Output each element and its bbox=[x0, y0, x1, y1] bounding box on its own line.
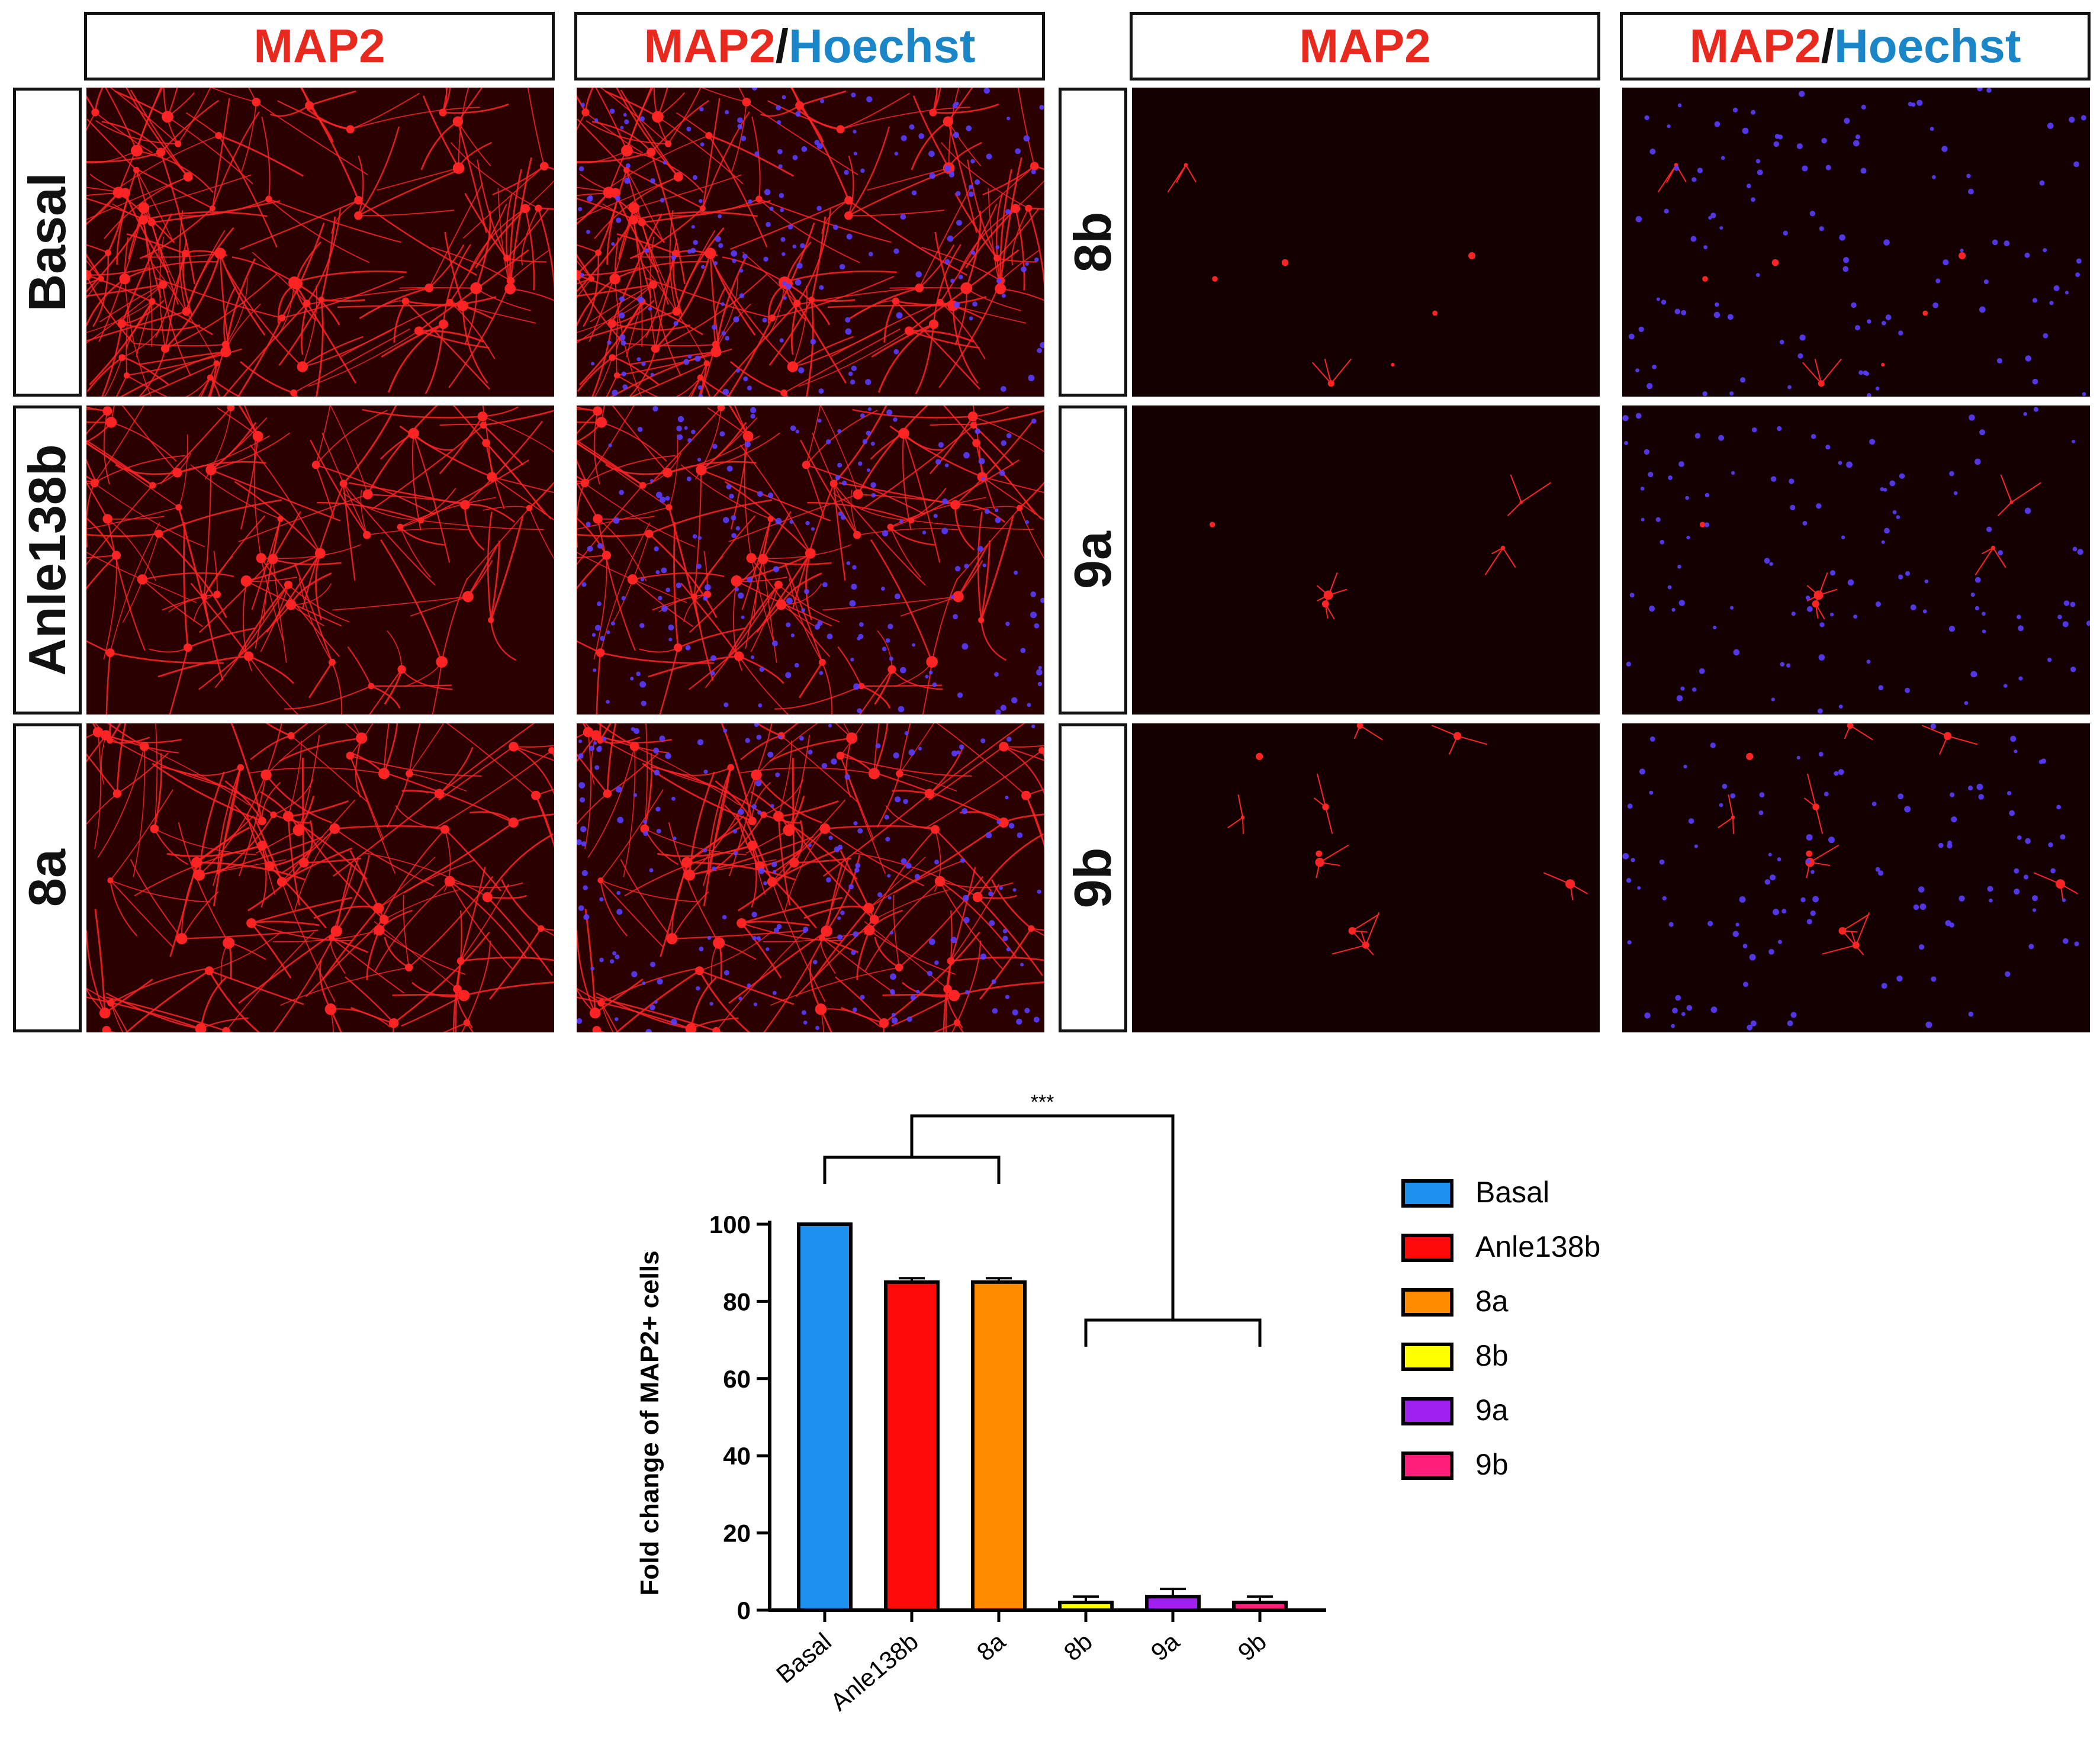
row-label-8b: 8b bbox=[1059, 88, 1127, 397]
header-map2-text: MAP2 bbox=[1299, 20, 1431, 72]
header-merge-col2: MAP2/Hoechst bbox=[574, 12, 1045, 81]
header-merge-col4: MAP2/Hoechst bbox=[1620, 12, 2091, 81]
x-tick-label: Basal bbox=[771, 1627, 837, 1689]
micrograph-9a-map2 bbox=[1132, 405, 1600, 715]
bar-anle138b bbox=[884, 1280, 940, 1612]
bar-basal bbox=[797, 1222, 853, 1612]
significance-label: *** bbox=[1031, 1091, 1054, 1113]
legend-swatch-8a bbox=[1401, 1288, 1453, 1317]
legend-label: 9a bbox=[1475, 1393, 1509, 1427]
legend-swatch-9a bbox=[1401, 1397, 1453, 1425]
bar-9b bbox=[1232, 1600, 1288, 1613]
row-label-text: Anle138b bbox=[18, 444, 76, 676]
micrograph-8a-merge bbox=[577, 723, 1044, 1032]
micrograph-9b-map2 bbox=[1132, 723, 1600, 1032]
header-hoechst-text: Hoechst bbox=[788, 20, 976, 72]
legend-swatch-basal bbox=[1401, 1179, 1453, 1208]
micrograph-basal-map2 bbox=[86, 88, 554, 397]
y-axis-label: Fold change of MAP2+ cells bbox=[635, 1250, 664, 1595]
row-label-8a: 8a bbox=[13, 723, 82, 1032]
row-label-9b: 9b bbox=[1059, 723, 1127, 1032]
y-tick-label: 80 bbox=[723, 1288, 751, 1315]
row-label-9a: 9a bbox=[1059, 405, 1127, 715]
bar-9a bbox=[1145, 1595, 1201, 1612]
header-map2-text: MAP2 bbox=[1689, 20, 1821, 72]
legend-label: 8b bbox=[1475, 1339, 1509, 1372]
micrograph-anle138b-merge bbox=[577, 405, 1044, 715]
legend-label: Basal bbox=[1475, 1176, 1549, 1209]
row-label-text: 9b bbox=[1063, 847, 1122, 909]
x-tick-label: 8a bbox=[972, 1627, 1011, 1666]
legend-swatch-anle138b bbox=[1401, 1234, 1453, 1262]
y-tick-label: 40 bbox=[723, 1442, 751, 1470]
header-map2-col1: MAP2 bbox=[84, 12, 555, 81]
bracket-group-1 bbox=[823, 1156, 1001, 1184]
legend-label: Anle138b bbox=[1475, 1230, 1600, 1263]
bracket-comparison bbox=[910, 1114, 1175, 1320]
header-map2-text: MAP2 bbox=[253, 20, 385, 72]
row-label-text: 8b bbox=[1063, 211, 1122, 273]
bar-8b bbox=[1058, 1600, 1114, 1613]
bar-chart: 0 20 40 60 80 100 Fold change of MAP2+ cells Ba… bbox=[635, 1091, 1600, 1716]
legend-label: 9b bbox=[1475, 1448, 1509, 1481]
row-label-basal: Basal bbox=[13, 88, 82, 397]
y-tick-label: 60 bbox=[723, 1365, 751, 1393]
legend-label: 8a bbox=[1475, 1285, 1509, 1318]
row-label-text: 8a bbox=[18, 849, 76, 907]
micrograph-9a-merge bbox=[1622, 405, 2090, 715]
x-tick-label: 9a bbox=[1146, 1627, 1185, 1666]
header-slash: / bbox=[1821, 20, 1834, 72]
bar-8a bbox=[971, 1280, 1027, 1612]
micrograph-8b-map2 bbox=[1132, 88, 1600, 397]
x-tick-label: 9b bbox=[1233, 1627, 1272, 1666]
micrograph-anle138b-map2 bbox=[86, 405, 554, 715]
row-label-text: 9a bbox=[1063, 531, 1122, 589]
x-tick-label: 8b bbox=[1059, 1627, 1098, 1666]
row-label-anle138b: Anle138b bbox=[13, 405, 82, 715]
bracket-group-2 bbox=[1084, 1318, 1262, 1347]
micrograph-8a-map2 bbox=[86, 723, 554, 1032]
micrograph-8b-merge bbox=[1622, 88, 2090, 397]
x-tick-label: Anle138b bbox=[825, 1627, 924, 1716]
y-tick-label: 100 bbox=[709, 1211, 751, 1238]
row-label-text: Basal bbox=[18, 172, 76, 312]
legend-swatch-8b bbox=[1401, 1343, 1453, 1371]
legend-swatch-9b bbox=[1401, 1452, 1453, 1480]
micrograph-basal-merge bbox=[577, 88, 1044, 397]
y-tick-label: 20 bbox=[723, 1520, 751, 1547]
micrograph-9b-merge bbox=[1622, 723, 2090, 1032]
y-tick-label: 0 bbox=[737, 1597, 751, 1624]
header-map2-col3: MAP2 bbox=[1130, 12, 1600, 81]
header-map2-text: MAP2 bbox=[644, 20, 776, 72]
header-hoechst-text: Hoechst bbox=[1834, 20, 2021, 72]
header-slash: / bbox=[775, 20, 789, 72]
